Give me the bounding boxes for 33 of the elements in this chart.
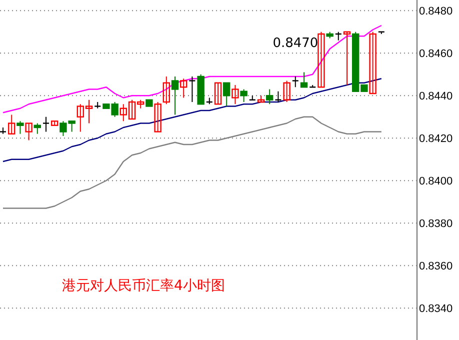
text: 港元对人民币汇率4小时图 <box>62 278 225 294</box>
candlestick <box>266 88 274 105</box>
y-tick-label: 0.8480 <box>419 5 453 18</box>
line-series <box>2 78 382 162</box>
candlestick <box>343 31 351 86</box>
candlestick <box>25 122 32 141</box>
candlestick <box>42 116 50 132</box>
y-tick-label: 0.8440 <box>419 90 453 102</box>
candlestick <box>171 76 179 116</box>
candlestick <box>283 80 290 102</box>
y-tick-label: 0.8420 <box>419 132 453 145</box>
candlestick <box>8 114 16 134</box>
y-tick-label: 0.8460 <box>419 48 453 60</box>
y-tick-label: 0.8380 <box>419 218 453 230</box>
candlestick <box>162 76 170 105</box>
candlestick <box>154 102 162 132</box>
candlestick <box>180 78 188 98</box>
y-tick-label: 0.8360 <box>419 260 453 272</box>
candlestick <box>214 82 222 105</box>
line-series <box>2 24 382 114</box>
candlestick <box>232 84 239 105</box>
annotation: 0.8470 <box>272 36 318 51</box>
candlestick <box>34 122 41 134</box>
candlestick <box>292 76 299 88</box>
y-tick-label: 0.8340 <box>419 302 453 315</box>
candlestick <box>223 82 230 107</box>
candlestick <box>318 31 325 88</box>
candlestick <box>16 120 24 134</box>
candlestick <box>188 76 196 102</box>
y-tick-label: 0.8400 <box>419 175 453 188</box>
candlestick <box>240 88 248 102</box>
candlestick <box>369 31 376 94</box>
candlestick <box>300 72 308 88</box>
